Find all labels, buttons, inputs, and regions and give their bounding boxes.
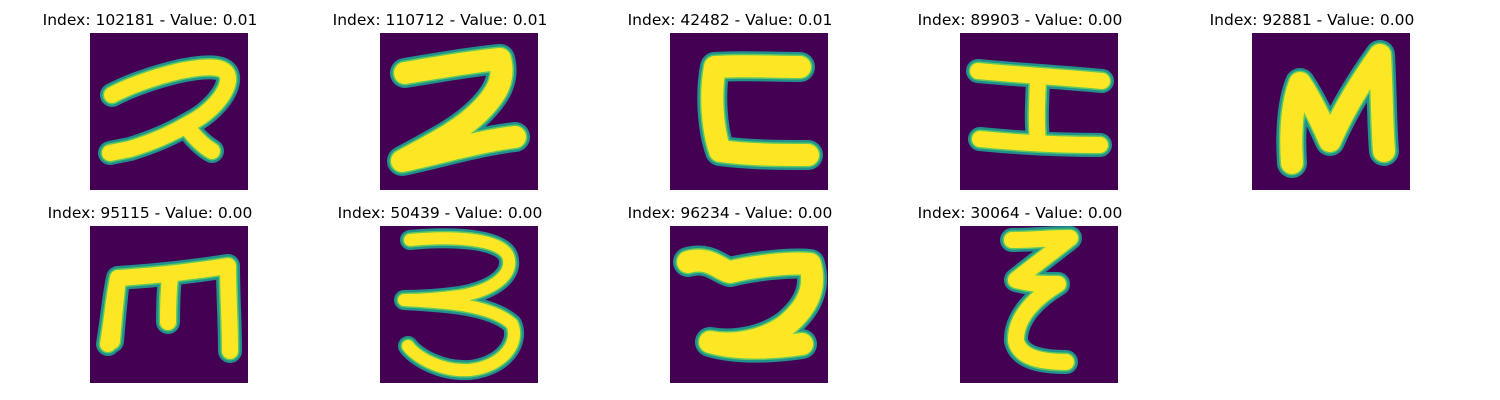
digit-2-cursive-icon [670, 226, 828, 383]
image-panel-92881: Index: 92881 - Value: 0.00 [1162, 12, 1462, 202]
image-panel-102181: Index: 102181 - Value: 0.01 [0, 12, 300, 202]
image-panel-89903: Index: 89903 - Value: 0.00 [870, 12, 1170, 202]
letter-m-icon [90, 226, 248, 383]
image-panel-95115: Index: 95115 - Value: 0.00 [0, 205, 300, 395]
panel-title: Index: 89903 - Value: 0.00 [917, 11, 1123, 29]
panel-title: Index: 92881 - Value: 0.00 [1209, 11, 1415, 29]
image-panel-42482: Index: 42482 - Value: 0.01 [580, 12, 880, 202]
letter-epsilon-icon [960, 226, 1118, 383]
panel-title: Index: 110712 - Value: 0.01 [332, 11, 548, 29]
image-panel-30064: Index: 30064 - Value: 0.00 [870, 205, 1170, 395]
image-panel-110712: Index: 110712 - Value: 0.01 [290, 12, 590, 202]
panel-title: Index: 95115 - Value: 0.00 [47, 204, 253, 222]
digit-2-bold-icon [380, 33, 538, 190]
panel-title: Index: 50439 - Value: 0.00 [337, 204, 543, 222]
panel-title: Index: 96234 - Value: 0.00 [627, 204, 833, 222]
panel-title: Index: 30064 - Value: 0.00 [917, 204, 1123, 222]
panel-title: Index: 42482 - Value: 0.01 [627, 11, 833, 29]
letter-c-icon [670, 33, 828, 190]
letter-h-rotated-icon [960, 33, 1118, 190]
image-panel-50439: Index: 50439 - Value: 0.00 [290, 205, 590, 395]
panel-title: Index: 102181 - Value: 0.01 [42, 11, 258, 29]
digit-3-icon [380, 226, 538, 383]
image-panel-96234: Index: 96234 - Value: 0.00 [580, 205, 880, 395]
letter-n-icon [1252, 33, 1410, 190]
digit-2-icon [90, 33, 248, 190]
